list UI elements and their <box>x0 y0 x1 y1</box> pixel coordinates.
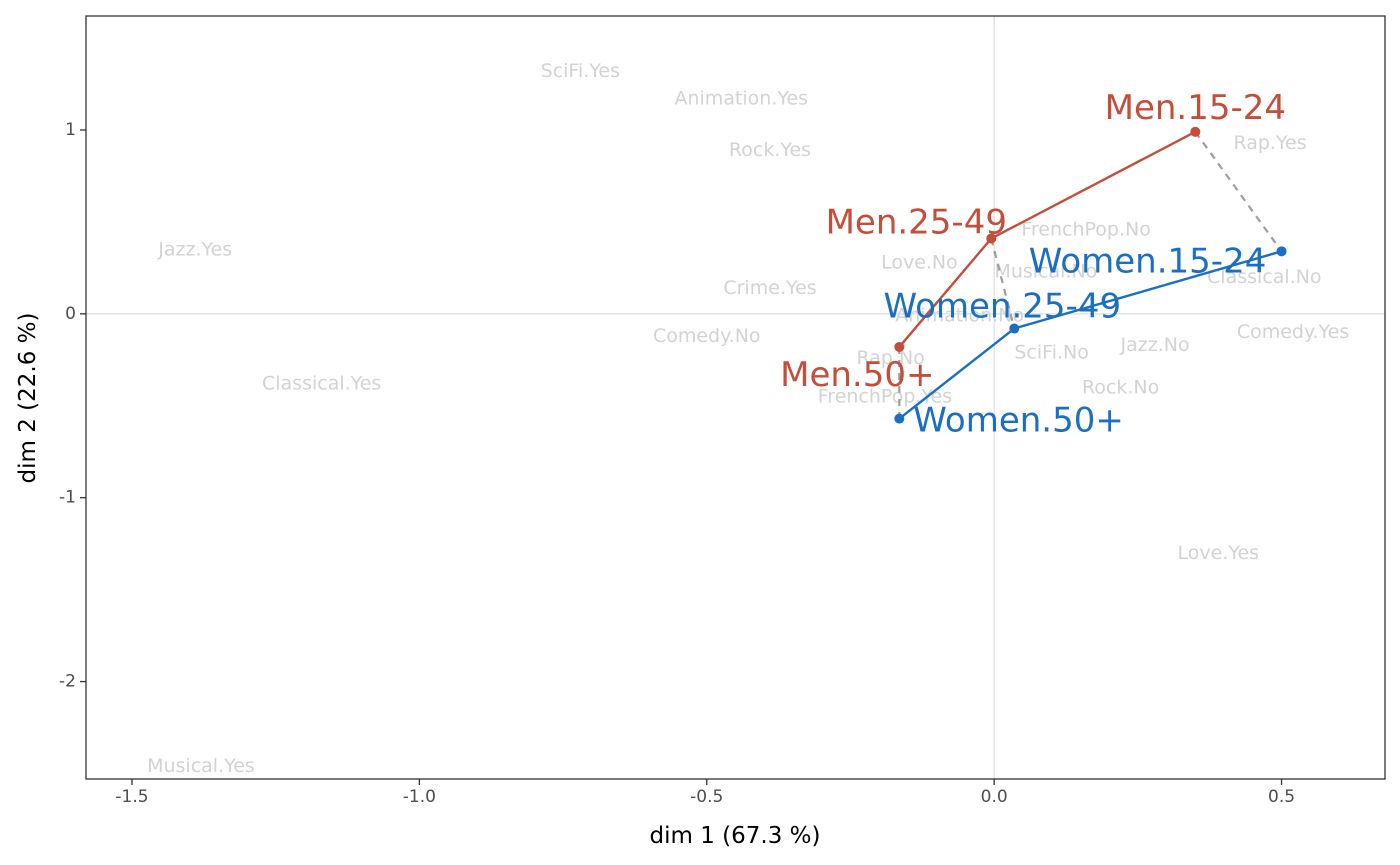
group-label: Men.15-24 <box>1105 88 1286 128</box>
category-label: Love.No <box>881 251 958 273</box>
x-tick-label: -0.5 <box>690 787 723 807</box>
category-label: SciFi.No <box>1014 341 1089 363</box>
group-label: Women.25-49 <box>883 287 1121 327</box>
y-tick-label: -2 <box>59 672 76 692</box>
plot-layer: SciFi.Yes Animation.Yes Rock.Yes Jazz.Yes Cr… <box>59 15 1386 807</box>
category-label: Jazz.No <box>1120 334 1190 356</box>
plot-panel-border <box>85 15 1386 780</box>
x-tick-label: 0.5 <box>1268 787 1295 807</box>
category-label: Comedy.No <box>653 325 761 347</box>
category-label: Comedy.Yes <box>1237 321 1349 343</box>
category-label: Rap.No <box>857 347 925 369</box>
category-label: Rock.No <box>1082 376 1159 398</box>
category-label: Classical.No <box>1207 266 1322 288</box>
group-label: Men.25-49 <box>826 202 1007 242</box>
series-point <box>986 233 997 244</box>
x-axis-title: dim 1 (67.3 %) <box>650 823 821 849</box>
group-label: Women.50+ <box>913 401 1124 441</box>
series-point <box>894 413 905 424</box>
series-point <box>1276 246 1287 257</box>
y-tick-label: 0 <box>65 304 76 324</box>
connector-line <box>990 238 1016 329</box>
category-label: Musical.Yes <box>147 755 255 777</box>
x-tick-label: 0.0 <box>981 787 1008 807</box>
series-point <box>1190 126 1201 137</box>
y-axis-title: dim 2 (22.6 %) <box>15 313 41 484</box>
y-tick-label: -1 <box>59 488 76 508</box>
series-point <box>894 341 905 352</box>
category-label: Jazz.Yes <box>157 238 232 260</box>
category-label: Animation.Yes <box>674 88 808 110</box>
x-tick-label: -1.0 <box>403 787 436 807</box>
group-label: Women.15-24 <box>1029 241 1267 281</box>
category-label: SciFi.Yes <box>541 60 620 82</box>
category-label: Classical.Yes <box>262 373 381 395</box>
category-label: Love.Yes <box>1178 542 1260 564</box>
connector-line <box>1194 131 1283 252</box>
category-label: FrenchPop.No <box>1021 218 1151 240</box>
x-tick-label: -1.5 <box>115 787 148 807</box>
category-label: Animation.No <box>895 305 1024 327</box>
category-label: Rap.Yes <box>1233 132 1306 154</box>
group-label: Men.50+ <box>780 355 934 395</box>
y-tick-label: 1 <box>65 120 76 140</box>
category-label: Musical.No <box>994 261 1097 283</box>
category-label: Rock.Yes <box>729 139 811 161</box>
series-point <box>1009 323 1020 334</box>
category-label: Crime.Yes <box>723 277 816 299</box>
